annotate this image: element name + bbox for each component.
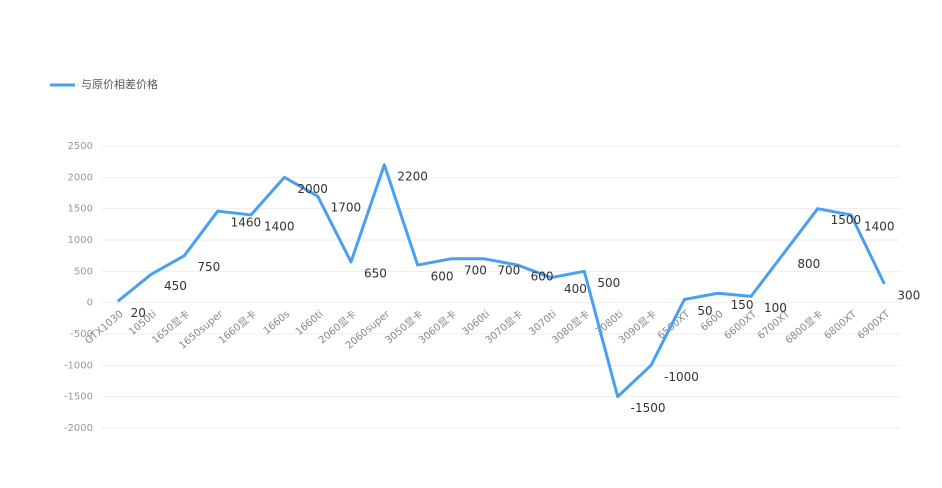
- legend-label: 与原价相差价格: [81, 77, 158, 91]
- y-tick-label: -2000: [64, 423, 93, 434]
- data-label: 700: [464, 263, 487, 277]
- data-label: 500: [597, 276, 620, 290]
- data-label: 1400: [864, 219, 895, 233]
- data-label: -1000: [664, 370, 699, 384]
- y-tick-label: 0: [87, 298, 93, 309]
- data-label: 1400: [264, 219, 295, 233]
- x-tick-label: 1660显卡: [216, 307, 259, 346]
- data-label: 100: [764, 301, 787, 315]
- y-tick-label: -500: [70, 329, 93, 340]
- data-label: 450: [164, 279, 187, 293]
- data-label: 600: [531, 270, 554, 284]
- x-tick-label: 6600XT: [722, 308, 759, 342]
- x-tick-label: 3090显卡: [616, 307, 659, 346]
- data-label: -1500: [631, 401, 666, 415]
- x-tick-label: 1660s: [262, 309, 293, 337]
- data-label: 400: [564, 282, 587, 296]
- x-tick-label: 3060显卡: [416, 307, 459, 346]
- x-tick-label: 6800XT: [822, 308, 859, 342]
- data-label: 600: [431, 270, 454, 284]
- x-tick-label: 3080显卡: [549, 307, 592, 346]
- y-tick-label: 2000: [68, 172, 93, 183]
- y-tick-label: 2500: [68, 141, 93, 152]
- y-tick-label: 1500: [68, 204, 93, 215]
- x-tick-label: 6500XT: [656, 308, 693, 342]
- data-label: 20: [131, 306, 146, 320]
- x-tick-label: 6900XT: [856, 308, 893, 342]
- data-label: 300: [897, 288, 920, 302]
- x-tick-label: 3070显卡: [482, 307, 525, 346]
- x-tick-label: GTX1030: [83, 309, 125, 347]
- x-tick-label: 6800显卡: [782, 307, 825, 346]
- data-label: 1700: [331, 201, 362, 215]
- data-label: 2000: [297, 182, 328, 196]
- y-tick-label: -1000: [64, 360, 93, 371]
- data-label: 650: [364, 266, 387, 280]
- data-label: 1460: [231, 216, 262, 230]
- data-label: 700: [497, 263, 520, 277]
- data-label: 2200: [397, 169, 428, 183]
- data-label: 50: [697, 304, 712, 318]
- y-tick-label: 500: [74, 266, 93, 277]
- data-label: 1500: [831, 213, 862, 227]
- y-tick-label: -1500: [64, 392, 93, 403]
- data-label: 800: [797, 257, 820, 271]
- series-line: [116, 163, 886, 399]
- data-label: 150: [731, 298, 754, 312]
- y-tick-label: 1000: [68, 235, 93, 246]
- data-label: 750: [197, 260, 220, 274]
